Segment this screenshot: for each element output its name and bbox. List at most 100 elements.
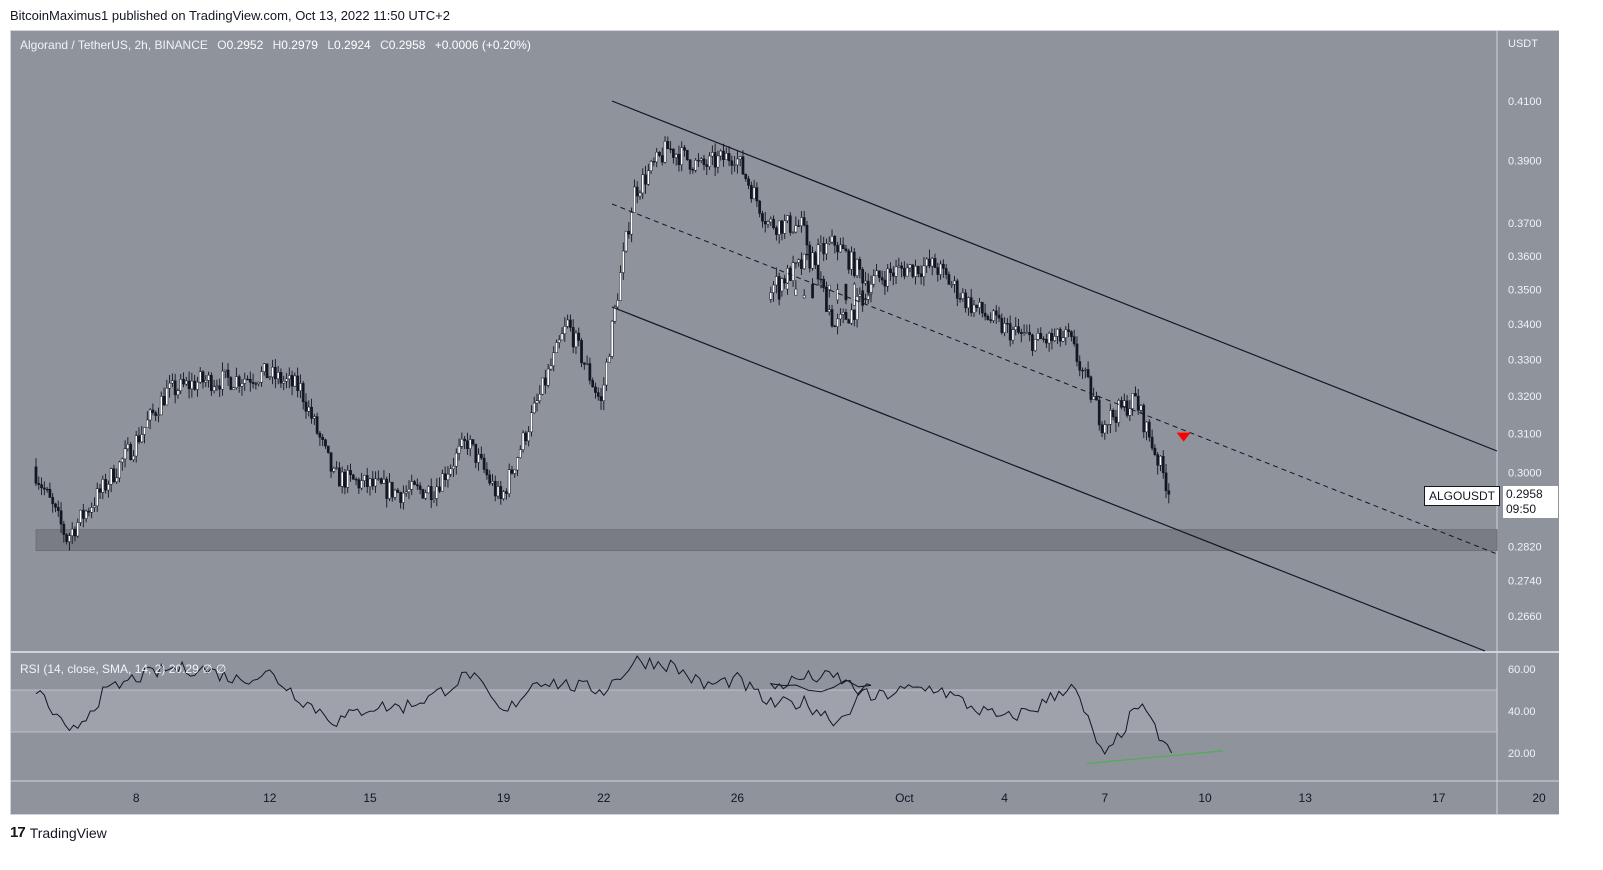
- candle-up: [107, 484, 110, 491]
- candle-up: [134, 435, 138, 457]
- candle-down: [296, 375, 299, 391]
- candle-down: [891, 272, 895, 277]
- candle-down: [660, 155, 664, 163]
- candle-up: [1106, 424, 1109, 426]
- candle-up: [221, 370, 224, 390]
- candle-down: [705, 164, 709, 167]
- candle-down: [87, 510, 91, 513]
- rsi-tick-label: 20.00: [1508, 748, 1536, 760]
- candle-down: [1050, 332, 1054, 341]
- candle-up: [1053, 336, 1057, 341]
- candle-up: [307, 406, 311, 412]
- candle-down: [104, 479, 107, 491]
- candle-up: [126, 444, 130, 450]
- candle-down: [1072, 336, 1076, 345]
- candle-up: [869, 283, 873, 293]
- tradingview-logo[interactable]: 17 TradingView: [10, 824, 107, 841]
- symbol-line[interactable]: Algorand / TetherUS, 2h, BINANCE: [20, 38, 208, 52]
- candle-down: [254, 383, 258, 385]
- candle-down: [173, 380, 177, 396]
- candle-down: [1078, 361, 1082, 371]
- candle-down: [379, 478, 383, 484]
- candle-up: [1022, 332, 1026, 334]
- candle-up: [841, 312, 845, 315]
- candle-down: [864, 298, 867, 300]
- candle-up: [563, 326, 567, 335]
- candle-down: [418, 485, 422, 490]
- candle-down: [1075, 343, 1079, 362]
- low-label: L: [327, 38, 335, 52]
- candle-down: [852, 251, 856, 276]
- candle-up: [1036, 333, 1040, 340]
- candle-up: [680, 147, 684, 165]
- candle-down: [1161, 455, 1165, 474]
- candle-up: [802, 295, 806, 299]
- candle-down: [1089, 376, 1093, 400]
- candle-up: [79, 509, 82, 523]
- time-tick-label: 13: [1299, 791, 1313, 805]
- price-tick-label: 0.3300: [1508, 354, 1542, 366]
- candle-up: [613, 306, 617, 322]
- candle-up: [257, 382, 261, 385]
- time-tick-label: 7: [1101, 791, 1108, 805]
- candle-up: [708, 155, 711, 167]
- candle-down: [45, 488, 49, 491]
- candle-down: [819, 278, 823, 281]
- candle-down: [833, 236, 837, 246]
- candle-up: [382, 478, 386, 484]
- candle-down: [830, 309, 834, 327]
- candle-down: [713, 152, 717, 168]
- candle-down: [301, 383, 305, 403]
- candle-down: [761, 213, 764, 222]
- price-tick-label: 0.2820: [1508, 541, 1542, 553]
- candle-up: [1025, 332, 1029, 334]
- candle-down: [805, 224, 809, 246]
- candle-down: [1120, 400, 1123, 408]
- candle-down: [429, 486, 433, 501]
- candle-down: [697, 160, 700, 162]
- candle-up: [961, 292, 965, 299]
- candle-up: [262, 363, 266, 372]
- pane-backgrounds: [11, 31, 1559, 814]
- candle-down: [493, 481, 497, 497]
- candle-up: [68, 535, 71, 542]
- candle-up: [527, 431, 530, 442]
- candle-up: [605, 361, 608, 386]
- candle-up: [145, 419, 149, 428]
- candle-down: [218, 385, 222, 390]
- candle-up: [452, 465, 455, 469]
- candle-up: [1092, 396, 1096, 400]
- candle-down: [1095, 396, 1098, 401]
- candle-down: [354, 479, 358, 481]
- price-tick-label: 0.3500: [1508, 284, 1542, 296]
- candle-down: [989, 319, 993, 321]
- candle-up: [276, 372, 280, 380]
- candle-up: [293, 375, 297, 387]
- candle-down: [524, 432, 528, 442]
- candle-up: [711, 152, 714, 157]
- rsi-band: [11, 690, 1497, 732]
- candle-up: [777, 220, 781, 235]
- channel-upper-line: [611, 100, 1498, 452]
- candle-down: [691, 169, 695, 171]
- candle-down: [883, 279, 887, 287]
- candle-up: [446, 473, 450, 481]
- candle-down: [1006, 323, 1009, 325]
- candle-down: [571, 327, 575, 348]
- candle-down: [1008, 323, 1012, 341]
- candle-down: [627, 231, 631, 235]
- candle-down: [290, 375, 294, 387]
- candle-up: [624, 231, 628, 252]
- candle-up: [908, 264, 912, 269]
- candle-up: [950, 284, 954, 286]
- candle-up: [140, 434, 144, 443]
- candle-up: [733, 164, 736, 166]
- candle-up: [454, 452, 458, 467]
- rsi-label[interactable]: RSI (14, close, SMA, 14, 2) 20.29 ∅ ∅: [20, 662, 227, 676]
- candle-up: [925, 258, 929, 267]
- price-tick-label: 0.3700: [1508, 218, 1542, 230]
- rsi-pane: [35, 655, 1224, 765]
- trend-lines: [611, 100, 1498, 652]
- candle-down: [62, 523, 66, 535]
